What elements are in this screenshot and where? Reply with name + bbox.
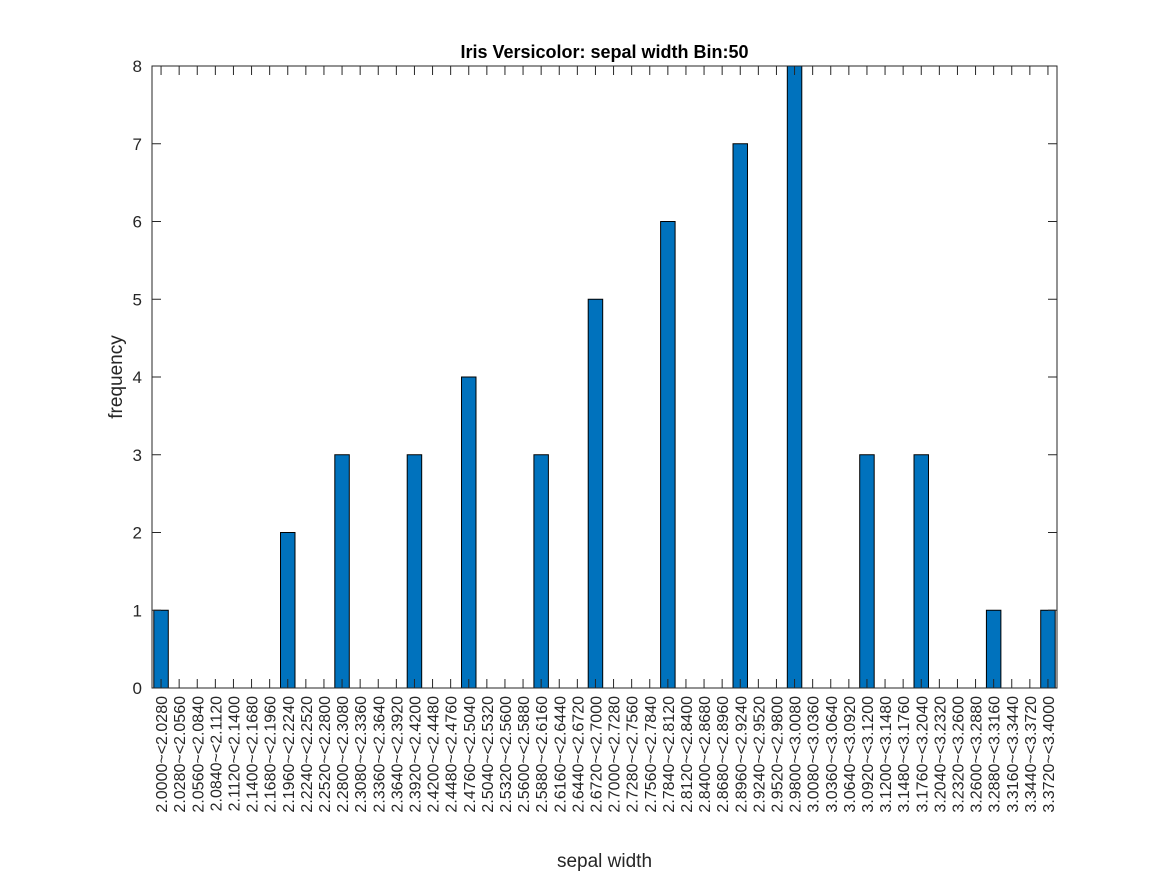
x-tick-label: 3.2880~<3.3160: [987, 696, 1004, 813]
x-tick-label: 2.5600~<2.5880: [516, 696, 533, 813]
x-tick-label: 3.0640~<3.0920: [842, 696, 859, 813]
x-tick-label: 3.2320~<3.2600: [950, 696, 967, 813]
bar: [985, 609, 1002, 689]
x-tick-label: 2.6720~<2.7000: [588, 696, 605, 813]
x-tick-label: 3.1200~<3.1480: [878, 696, 895, 813]
x-tick-label: 2.7560~<2.7840: [643, 696, 660, 813]
y-tick-labels: 0 1 2 3 4 5 6 7 8: [133, 57, 142, 698]
x-tick-label: 2.1680~<2.1960: [263, 696, 280, 813]
y-tick-label: 1: [133, 601, 142, 620]
x-tick-label: 2.9800~<3.0080: [788, 696, 805, 813]
y-tick-label: 3: [133, 446, 142, 465]
bar: [660, 221, 676, 689]
x-tick-label: 2.7280~<2.7560: [625, 696, 642, 813]
x-tick-label: 2.1400~<2.1680: [245, 696, 262, 813]
x-tick-label: 2.3920~<2.4200: [407, 696, 424, 813]
x-tick-label: 3.0920~<3.1200: [860, 696, 877, 813]
x-tick-label: 3.0360~<3.0640: [824, 696, 841, 813]
x-tick-label: 3.2040~<3.2320: [932, 696, 949, 813]
y-tick-label: 8: [133, 57, 142, 76]
x-tick-label: 2.4200~<2.4480: [426, 696, 443, 813]
x-tick-label: 2.1960~<2.2240: [281, 696, 298, 813]
x-tick-label: 2.9240~<2.9520: [751, 696, 768, 813]
x-tick-label: 2.3080~<2.3360: [353, 696, 370, 813]
x-tick-label: 2.4760~<2.5040: [462, 696, 479, 813]
y-tick-label: 5: [133, 290, 142, 309]
bar: [913, 454, 929, 689]
x-tick-label: 2.6160~<2.6440: [552, 696, 569, 813]
x-tick-label: 3.3160~<3.3440: [1005, 696, 1022, 813]
x-tick-label: 2.0560~<2.0840: [190, 696, 207, 813]
x-tick-label: 2.0840~<2.1120: [208, 696, 225, 811]
x-tick-label: 2.3640~<2.3920: [389, 696, 406, 813]
x-tick-label: 2.9520~<2.9800: [769, 696, 786, 813]
bar: [587, 298, 604, 689]
x-tick-label: 2.2520~<2.2800: [317, 696, 334, 813]
bar: [859, 454, 875, 689]
x-tick-label: 3.3720~<3.4000: [1041, 696, 1058, 813]
x-tick-label: 2.8680~<2.8960: [715, 696, 732, 813]
ticks-layer: [152, 65, 1057, 689]
bar: [334, 454, 350, 689]
bar: [406, 454, 423, 689]
x-tick-label: 2.7000~<2.7280: [607, 696, 624, 813]
x-tick-labels: 2.0000~<2.0280 2.0280~<2.0560 2.0560~<2.08…: [154, 696, 1058, 813]
bar: [533, 454, 549, 689]
chart-title: Iris Versicolor: sepal width Bin:50: [460, 42, 748, 62]
x-tick-label: 2.0280~<2.0560: [172, 696, 189, 813]
bar: [280, 532, 296, 689]
x-tick-label: 3.3440~<3.3720: [1023, 696, 1040, 813]
x-tick-label: 2.8400~<2.8680: [697, 696, 714, 813]
x-tick-label: 3.1480~<3.1760: [896, 696, 913, 813]
y-axis-label: frequency: [106, 335, 127, 419]
x-tick-label: 2.1120~<2.1400: [226, 696, 243, 811]
x-tick-label: 2.2240~<2.2520: [299, 696, 316, 813]
bar: [461, 376, 477, 689]
x-tick-label: 3.2600~<3.2880: [969, 696, 986, 813]
x-tick-label: 2.4480~<2.4760: [444, 696, 461, 813]
x-tick-label: 2.2800~<2.3080: [335, 696, 352, 813]
y-tick-label: 4: [133, 368, 142, 387]
x-tick-label: 2.0000~<2.0280: [154, 696, 171, 813]
x-axis-label: sepal width: [557, 851, 652, 872]
bar: [1040, 609, 1056, 689]
x-tick-label: 2.5040~<2.5320: [480, 696, 497, 813]
x-tick-label: 3.1760~<3.2040: [914, 696, 931, 813]
x-tick-label: 2.7840~<2.8120: [661, 696, 678, 813]
y-tick-label: 6: [133, 213, 142, 232]
x-tick-label: 2.8120~<2.8400: [679, 696, 696, 813]
y-tick-label: 2: [133, 524, 142, 543]
bar: [786, 65, 803, 689]
bars-layer: [153, 65, 1056, 689]
x-tick-label: 2.5880~<2.6160: [534, 696, 551, 813]
y-tick-label: 0: [133, 679, 142, 698]
x-tick-label: 3.0080~<3.0360: [806, 696, 823, 813]
x-tick-label: 2.8960~<2.9240: [733, 696, 750, 813]
x-tick-label: 2.5320~<2.5600: [498, 696, 515, 813]
bar: [732, 143, 748, 689]
y-tick-label: 7: [133, 135, 142, 154]
x-tick-label: 2.3360~<2.3640: [371, 696, 388, 813]
bar: [153, 609, 169, 689]
x-tick-label: 2.6440~<2.6720: [570, 696, 587, 813]
